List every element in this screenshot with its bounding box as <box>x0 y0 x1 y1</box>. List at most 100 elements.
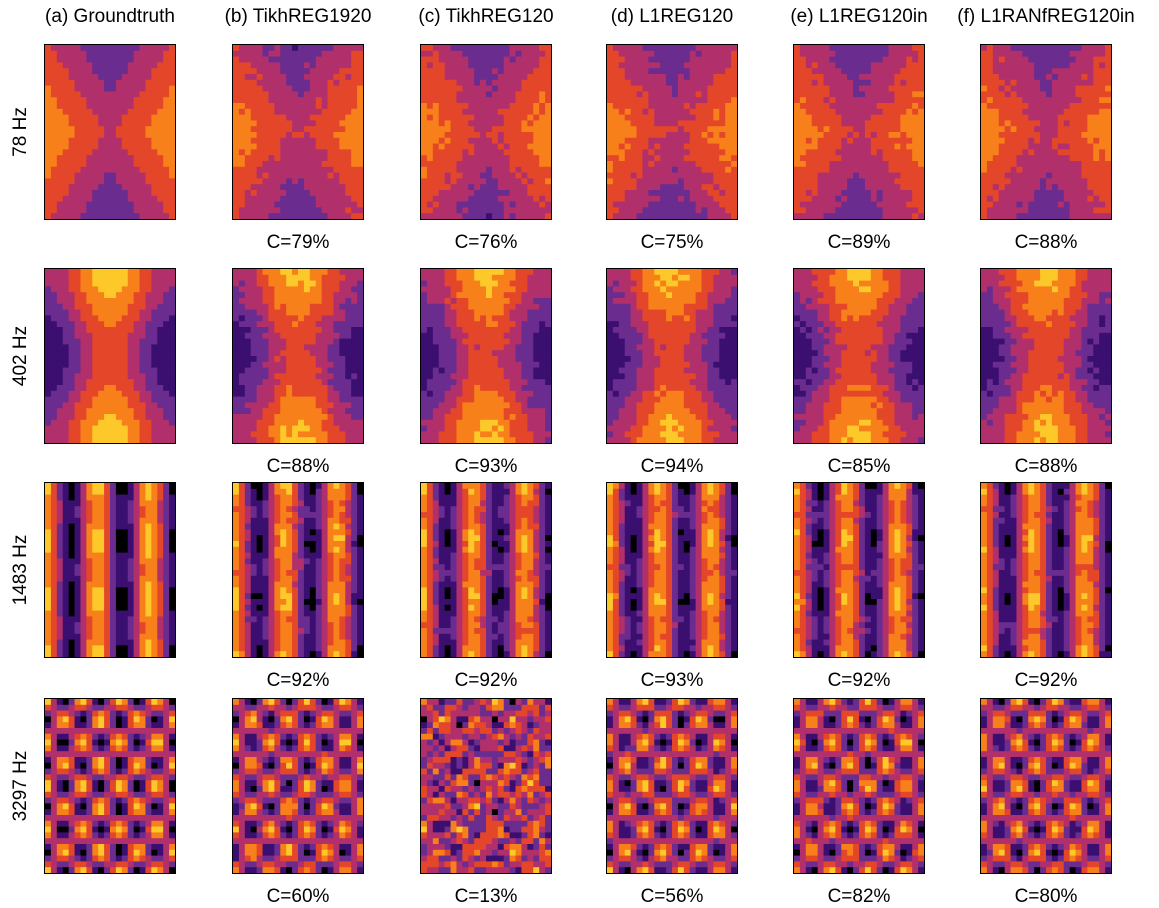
heatmap-cell <box>841 68 848 75</box>
heatmap-cell <box>672 166 679 174</box>
heatmap-cell <box>805 178 813 185</box>
heatmap-cell <box>515 213 523 219</box>
heatmap-cell <box>244 321 252 328</box>
heatmap-cell <box>515 201 523 208</box>
heatmap-cell <box>799 172 807 179</box>
heatmap-cell <box>689 213 697 219</box>
heatmap-cell <box>521 97 528 104</box>
heatmap-cell <box>139 390 147 398</box>
heatmap-cell <box>45 120 52 127</box>
heatmap-cell <box>56 361 64 369</box>
heatmap-cell <box>244 132 252 139</box>
heatmap-cell <box>497 120 505 127</box>
heatmap-cell <box>648 213 655 219</box>
heatmap-cell <box>450 79 458 87</box>
heatmap-cell <box>1004 178 1012 185</box>
heatmap-cell <box>912 103 919 110</box>
heatmap-cell <box>274 332 281 340</box>
heatmap-cell <box>80 373 87 380</box>
heatmap-cell <box>121 85 129 92</box>
heatmap-cell <box>468 120 475 127</box>
heatmap-cell <box>636 137 644 145</box>
heatmap-cell <box>660 56 667 63</box>
heatmap-cell <box>1004 103 1012 110</box>
heatmap-cell <box>1105 120 1111 127</box>
heatmap-cell <box>339 108 346 116</box>
heatmap-cell <box>45 79 52 87</box>
heatmap-cell <box>1093 132 1100 139</box>
heatmap-cell <box>545 73 551 81</box>
heatmap-cell <box>515 91 523 98</box>
heatmap-cell <box>1105 190 1111 197</box>
heatmap-cell <box>1087 172 1094 179</box>
heatmap-cell <box>462 108 469 116</box>
heatmap-cell <box>618 213 626 219</box>
heatmap-cell <box>345 201 352 208</box>
heatmap-cell <box>292 338 299 345</box>
heatmap-cell <box>139 350 147 357</box>
heatmap-cell <box>98 207 105 214</box>
heatmap-cell <box>62 114 70 121</box>
heatmap-cell <box>480 213 487 219</box>
heatmap-cell <box>462 45 469 52</box>
heatmap-cell <box>545 190 551 197</box>
heatmap-cell <box>74 62 82 69</box>
heatmap-cell <box>491 155 499 162</box>
heatmap-cell <box>515 166 523 174</box>
heatmap-cell <box>509 184 517 191</box>
heatmap-cell <box>157 143 164 150</box>
heatmap-cell <box>298 126 305 133</box>
heatmap-cell <box>1051 201 1059 208</box>
heatmap-cell <box>636 184 644 191</box>
heatmap-cell <box>841 97 848 104</box>
heatmap-cell <box>1087 137 1094 145</box>
heatmap-cell <box>835 79 842 87</box>
heatmap-cell <box>731 50 737 58</box>
heatmap-cell <box>139 274 147 282</box>
heatmap-cell <box>238 297 246 305</box>
heatmap-cell <box>426 91 434 98</box>
heatmap-cell <box>992 126 1000 133</box>
heatmap-cell <box>127 126 135 133</box>
heatmap-cell <box>1105 68 1111 75</box>
heatmap-cell <box>835 68 842 75</box>
heatmap-cell <box>238 286 246 293</box>
heatmap-cell <box>468 91 475 98</box>
heatmap-cell <box>86 143 93 150</box>
heatmap-cell <box>50 350 58 357</box>
heatmap-cell <box>829 149 836 156</box>
heatmap-cell <box>835 213 842 219</box>
heatmap-cell <box>817 195 825 203</box>
heatmap-cell <box>835 114 842 121</box>
heatmap-cell <box>151 103 158 110</box>
heatmap-cell <box>654 166 661 174</box>
heatmap-cell <box>835 120 842 127</box>
heatmap-cell <box>444 114 452 121</box>
heatmap-cell <box>624 126 632 133</box>
heatmap-cell <box>68 108 76 116</box>
heatmap-cell <box>1105 184 1111 191</box>
heatmap-cell <box>456 207 463 214</box>
heatmap-cell <box>701 50 709 58</box>
heatmap-cell <box>992 62 1000 69</box>
heatmap-cell <box>139 292 147 299</box>
heatmap-cell <box>1010 56 1018 63</box>
heatmap-cell <box>456 201 463 208</box>
heatmap-cell <box>98 384 105 392</box>
heatmap-cell <box>468 132 475 139</box>
heatmap-cell <box>438 91 446 98</box>
heatmap-cell <box>1034 155 1041 162</box>
heatmap-cell <box>238 315 246 322</box>
heatmap-cell <box>345 50 352 58</box>
heatmap-cell <box>315 137 323 145</box>
heatmap-cell <box>900 68 907 75</box>
heatmap-cell <box>986 79 994 87</box>
heatmap-cell <box>1105 45 1111 52</box>
heatmap-cell <box>268 195 275 203</box>
heatmap-cell <box>450 213 458 219</box>
heatmap-cell <box>315 68 323 75</box>
heatmap-cell <box>545 45 551 52</box>
heatmap-cell <box>104 201 111 208</box>
heatmap-cell <box>432 114 440 121</box>
heatmap-cell <box>45 327 52 334</box>
